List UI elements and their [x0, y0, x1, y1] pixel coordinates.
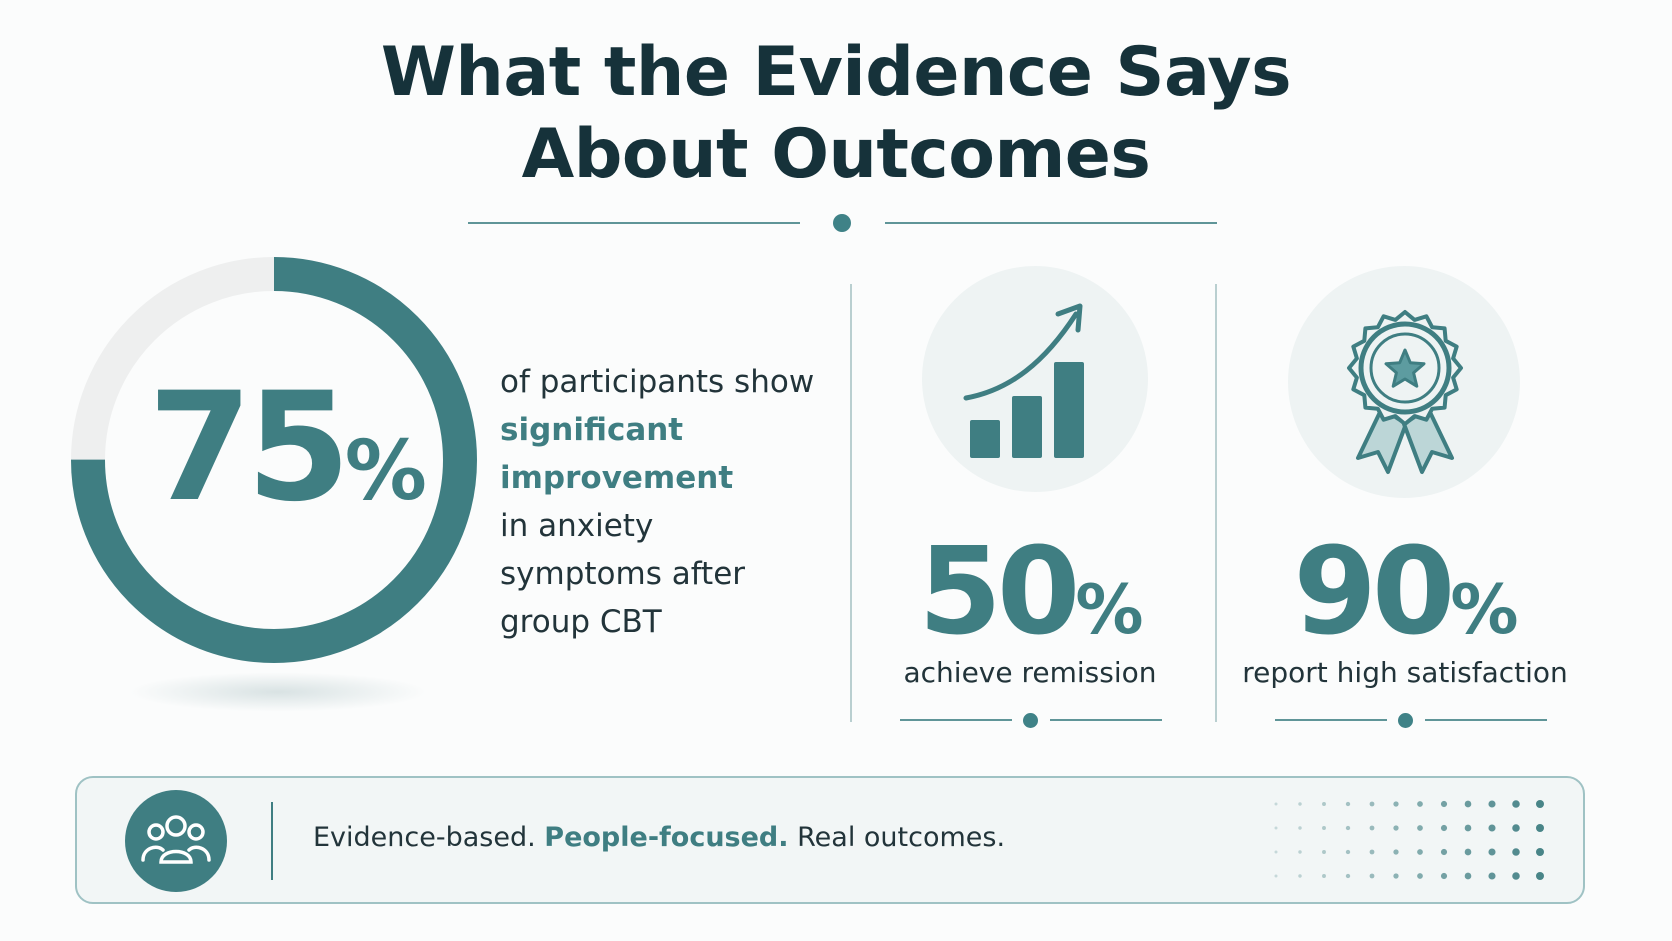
decorative-dot	[1322, 802, 1326, 806]
main-stat-highlight-1: significant	[500, 412, 684, 448]
decorative-dot	[1345, 873, 1351, 879]
title-divider-dot	[833, 214, 851, 232]
decorative-dot	[1417, 825, 1423, 831]
decorative-dot	[1298, 874, 1302, 878]
remission-divider-right	[1050, 719, 1162, 721]
main-stat-description: of participants show significant improve…	[500, 358, 820, 646]
page-title: What the Evidence Says About Outcomes	[0, 32, 1672, 196]
decorative-dot	[1440, 872, 1448, 880]
decorative-dot	[1536, 800, 1544, 808]
title-line-2: About Outcomes	[521, 115, 1151, 194]
decorative-dot	[1369, 825, 1375, 831]
people-group-icon-badge	[125, 790, 227, 892]
progress-ring-fill	[71, 257, 477, 663]
decorative-dot	[1536, 872, 1544, 880]
tagline-part-1: Evidence-based.	[313, 822, 536, 853]
bar-chart-growth-icon	[963, 303, 1084, 458]
tagline-part-2: People-focused.	[544, 822, 789, 853]
decorative-dot	[1417, 801, 1423, 807]
decorative-dot	[1488, 824, 1496, 832]
decorative-dot	[1369, 873, 1375, 879]
people-group-icon	[141, 815, 211, 864]
satisfaction-divider-right	[1425, 719, 1547, 721]
decorative-dot	[1322, 874, 1326, 878]
footer-banner	[75, 776, 1585, 904]
decorative-dot	[1369, 801, 1375, 807]
remission-value: 50%	[905, 528, 1155, 658]
main-stat-highlight-2: improvement	[500, 460, 734, 496]
decorative-dot	[1298, 826, 1302, 830]
main-stat-text-3: symptoms after	[500, 556, 746, 592]
decorative-dot	[1512, 872, 1520, 880]
decorative-dot	[1369, 849, 1375, 855]
column-separator-1	[850, 284, 852, 722]
title-divider-left-line	[468, 222, 800, 224]
decorative-dot	[1464, 848, 1472, 856]
title-divider-right-line	[885, 222, 1217, 224]
decorative-dot	[1274, 874, 1278, 878]
main-stat-text-1: of participants show	[500, 364, 815, 400]
footer-tagline: Evidence-based. People-focused. Real out…	[313, 822, 1005, 853]
decorative-dot	[1345, 801, 1351, 807]
satisfaction-number: 90	[1293, 523, 1455, 662]
decorative-dot	[1440, 800, 1448, 808]
decorative-dot	[1512, 824, 1520, 832]
decorative-dot	[1393, 825, 1399, 831]
decorative-dot	[1298, 802, 1302, 806]
column-separator-2	[1215, 284, 1217, 722]
satisfaction-value: 90%	[1270, 528, 1540, 658]
decorative-dot	[1512, 848, 1520, 856]
footer-separator	[271, 802, 273, 880]
decorative-dot	[1464, 872, 1472, 880]
award-ribbon-star-icon	[1347, 310, 1463, 474]
remission-divider-dot	[1023, 713, 1038, 728]
decorative-dot	[1393, 849, 1399, 855]
decorative-dot	[1274, 826, 1278, 830]
decorative-dot	[1322, 826, 1326, 830]
title-line-1: What the Evidence Says	[380, 33, 1292, 112]
main-stat-value: 75%	[148, 368, 427, 528]
decorative-dot-grid	[1274, 800, 1544, 880]
progress-ring	[71, 257, 477, 663]
decorative-dot	[1464, 800, 1472, 808]
decorative-dot	[1345, 849, 1351, 855]
decorative-dot	[1417, 873, 1423, 879]
decorative-dot	[1488, 800, 1496, 808]
remission-unit: %	[1075, 571, 1143, 650]
decorative-dot	[1345, 825, 1351, 831]
ring-shadow	[128, 672, 428, 712]
decorative-dot	[1464, 824, 1472, 832]
decorative-dot	[1440, 848, 1448, 856]
tagline-part-3: Real outcomes.	[797, 822, 1006, 853]
main-stat-unit: %	[344, 424, 427, 519]
decorative-dot	[1274, 850, 1278, 854]
main-stat-text-4: group CBT	[500, 604, 662, 640]
decorative-dot	[1298, 850, 1302, 854]
decorative-dot	[1393, 801, 1399, 807]
decorative-dot	[1440, 824, 1448, 832]
satisfaction-divider-dot	[1398, 713, 1413, 728]
remission-label: achieve remission	[903, 656, 1157, 689]
main-stat-number: 75	[148, 361, 351, 535]
decorative-dot	[1417, 849, 1423, 855]
decorative-dot	[1322, 850, 1326, 854]
decorative-dot	[1512, 800, 1520, 808]
decorative-dot	[1393, 873, 1399, 879]
remission-divider-left	[900, 719, 1012, 721]
satisfaction-divider-left	[1275, 719, 1387, 721]
decorative-dot	[1488, 872, 1496, 880]
decorative-dot	[1536, 848, 1544, 856]
decorative-dot	[1536, 824, 1544, 832]
main-stat-text-2: in anxiety	[500, 508, 654, 544]
decorative-dot	[1488, 848, 1496, 856]
satisfaction-unit: %	[1450, 571, 1518, 650]
satisfaction-label: report high satisfaction	[1242, 656, 1568, 689]
remission-number: 50	[918, 523, 1080, 662]
decorative-dot	[1274, 802, 1278, 806]
